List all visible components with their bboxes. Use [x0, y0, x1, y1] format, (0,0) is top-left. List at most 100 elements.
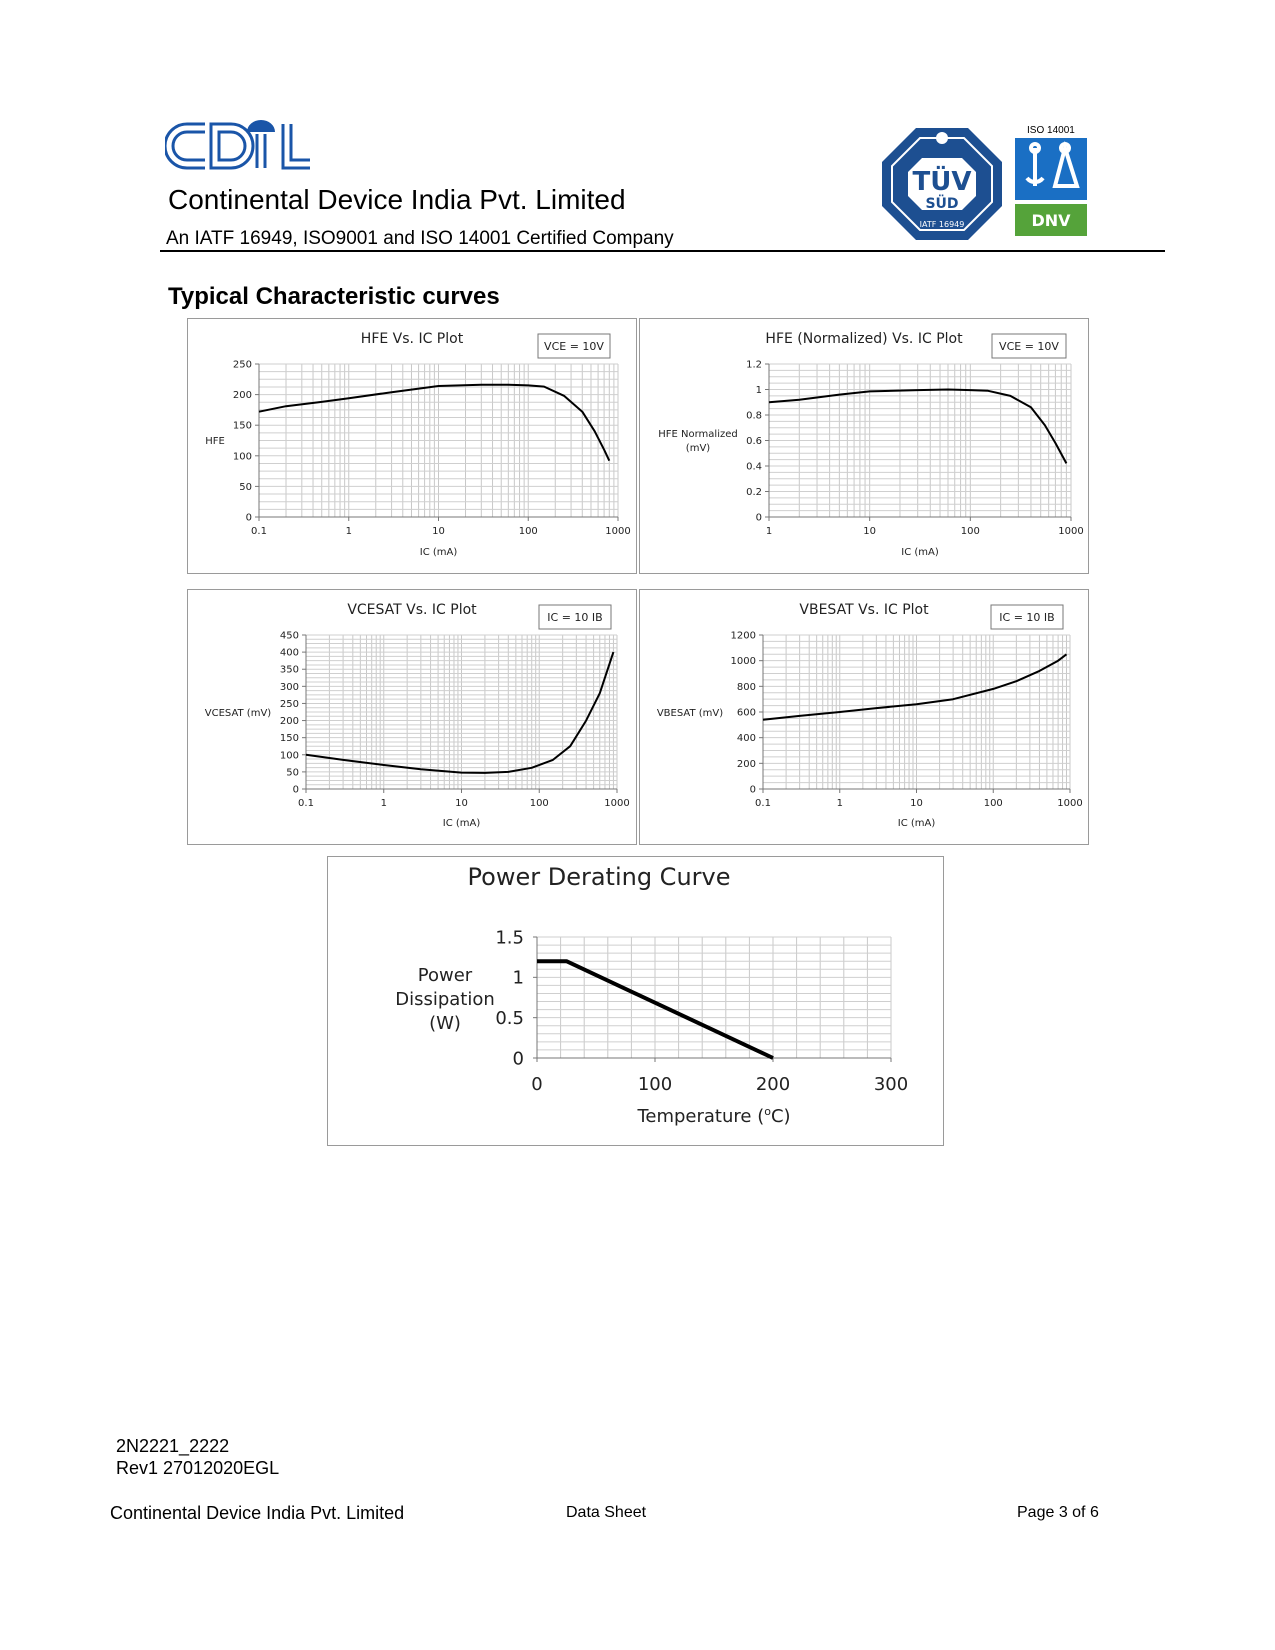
- y-tick-label: 0: [756, 513, 762, 524]
- series-line: [258, 383, 611, 462]
- footer-doc-type: Data Sheet: [566, 1504, 647, 1521]
- series-line: [305, 651, 615, 774]
- condition-label: VCE = 10V: [544, 340, 604, 353]
- certification-line: An IATF 16949, ISO9001 and ISO 14001 Cer…: [166, 228, 674, 249]
- y-tick-label: 1200: [731, 631, 756, 642]
- x-axis-label: IC (mA): [898, 818, 936, 829]
- x-tick-label: 10: [432, 526, 445, 537]
- x-axis-label: IC (mA): [420, 547, 458, 558]
- y-tick-label: 0: [513, 1048, 524, 1069]
- x-tick-label: 1: [766, 526, 772, 537]
- condition-box: [537, 333, 611, 359]
- tuv-badge-mid: SÜD: [925, 194, 958, 212]
- y-tick-label: 50: [239, 482, 252, 493]
- y-tick-label: 300: [280, 682, 299, 693]
- x-tick-label: 1: [346, 526, 352, 537]
- x-tick-label: 1: [837, 798, 843, 809]
- condition-label: IC = 10 IB: [999, 611, 1054, 624]
- part-number: 2N2221_2222: [116, 1436, 230, 1456]
- chart-title: HFE Vs. IC Plot: [361, 331, 464, 347]
- y-tick-label: 150: [233, 421, 252, 432]
- x-tick-label: 1: [381, 798, 387, 809]
- x-tick-label: 1000: [605, 526, 630, 537]
- section-title: Typical Characteristic curves: [168, 283, 500, 310]
- revision: Rev1 27012020EGL: [116, 1458, 280, 1478]
- x-tick-label: 10: [455, 798, 468, 809]
- chart-hfe-svg: 0.1 1 10 100 1000 0 50 100 150 200 250 HFE Vs. IC P…: [205, 331, 631, 558]
- chart-vbesat-svg: 0.1 1 10 100 1000 0 200 400 600 800 1000 1200 VBESAT…: [657, 602, 1083, 829]
- y-tick-label: 600: [737, 708, 756, 719]
- chart-panel-vcesat: 0.1 1 10 100 1000 0 50 100 150 200 250 300 350 400 450…: [187, 589, 637, 845]
- chart-panel-hfe-normalized: 1 10 100 1000 0 0.2 0.4 0.6 0.8 1 1.2 HFE (Normaliz…: [639, 318, 1089, 574]
- iso-label: ISO 14001: [1027, 125, 1075, 136]
- y-tick-label: 1: [513, 968, 524, 989]
- x-tick-label: 0.1: [755, 798, 771, 809]
- y-tick-label: 0: [750, 785, 756, 796]
- y-axis-label: Dissipation: [395, 989, 495, 1010]
- y-tick-label: 0.5: [495, 1008, 524, 1029]
- series-line: [768, 388, 1068, 464]
- y-tick-label: 0.8: [746, 411, 762, 422]
- x-axis-label: IC (mA): [443, 818, 481, 829]
- cdil-logo: [165, 120, 310, 170]
- x-tick-label: 0.1: [251, 526, 267, 537]
- chart-title: Power Derating Curve: [468, 863, 731, 891]
- series-line: [537, 959, 774, 1060]
- chart-panel-power-derating: 0 100 200 300 0 0.5 1 1.5 Power Derating Curve Te…: [327, 856, 944, 1146]
- y-tick-label: 1.2: [746, 360, 762, 371]
- y-tick-label: 250: [233, 360, 252, 371]
- x-tick-label: 10: [863, 526, 876, 537]
- company-name: Continental Device India Pvt. Limited: [168, 184, 626, 215]
- y-tick-label: 250: [280, 699, 299, 710]
- y-axis-label: (W): [429, 1013, 461, 1034]
- x-tick-label: 10: [910, 798, 923, 809]
- y-tick-label: 100: [280, 750, 299, 761]
- x-tick-label: 100: [530, 798, 549, 809]
- y-tick-label: 0: [246, 513, 252, 524]
- condition-box: [991, 333, 1067, 359]
- x-tick-label: 300: [874, 1074, 908, 1095]
- y-tick-label: 0.6: [746, 436, 762, 447]
- x-tick-label: 100: [984, 798, 1003, 809]
- header-divider: [160, 250, 1165, 252]
- y-tick-label: 150: [280, 733, 299, 744]
- y-axis-label: HFE Normalized: [658, 429, 737, 440]
- y-tick-label: 1000: [731, 656, 756, 667]
- dnv-badge: DNV: [1015, 138, 1087, 236]
- y-tick-label: 100: [233, 451, 252, 462]
- y-tick-label: 450: [280, 631, 299, 642]
- chart-title: VBESAT Vs. IC Plot: [799, 602, 929, 618]
- y-tick-label: 0.4: [746, 462, 762, 473]
- footer-page: Page 3 of 6: [1017, 1504, 1099, 1521]
- y-tick-label: 1.5: [495, 927, 524, 948]
- x-tick-label: 200: [756, 1074, 790, 1095]
- x-tick-label: 1000: [604, 798, 629, 809]
- footer-company: Continental Device India Pvt. Limited: [110, 1503, 405, 1523]
- chart-panel-vbesat: 0.1 1 10 100 1000 0 200 400 600 800 1000 1200 VBESAT…: [639, 589, 1089, 845]
- y-tick-label: 200: [280, 716, 299, 727]
- x-tick-label: 100: [961, 526, 980, 537]
- y-axis-label: HFE: [205, 436, 225, 447]
- y-tick-label: 0.2: [746, 487, 762, 498]
- condition-label: IC = 10 IB: [547, 611, 602, 624]
- y-axis-label: VCESAT (mV): [205, 708, 272, 719]
- y-tick-label: 400: [737, 733, 756, 744]
- y-tick-label: 0: [293, 785, 299, 796]
- y-axis-label: (mV): [686, 443, 710, 454]
- tuv-sud-badge: TÜV SÜD IATF 16949: [882, 128, 1002, 240]
- x-axis-label: IC (mA): [901, 547, 939, 558]
- chart-vcesat-svg: 0.1 1 10 100 1000 0 50 100 150 200 250 300 350 400 450…: [205, 602, 630, 829]
- y-tick-label: 800: [737, 682, 756, 693]
- x-tick-label: 100: [519, 526, 538, 537]
- x-tick-label: 0: [531, 1074, 542, 1095]
- condition-label: VCE = 10V: [999, 340, 1059, 353]
- y-tick-label: 200: [233, 390, 252, 401]
- dnv-label: DNV: [1031, 211, 1071, 230]
- y-tick-label: 200: [737, 759, 756, 770]
- x-axis-label: Temperature (oC): [636, 1105, 790, 1127]
- x-tick-label: 1000: [1058, 526, 1083, 537]
- chart-hfe-normalized-svg: 1 10 100 1000 0 0.2 0.4 0.6 0.8 1 1.2 HFE (Normaliz…: [658, 331, 1083, 558]
- tuv-badge-bottom: IATF 16949: [920, 220, 965, 229]
- chart-power-derating-svg: 0 100 200 300 0 0.5 1 1.5 Power Derating Curve Te…: [395, 863, 908, 1127]
- y-axis-label: VBESAT (mV): [657, 708, 723, 719]
